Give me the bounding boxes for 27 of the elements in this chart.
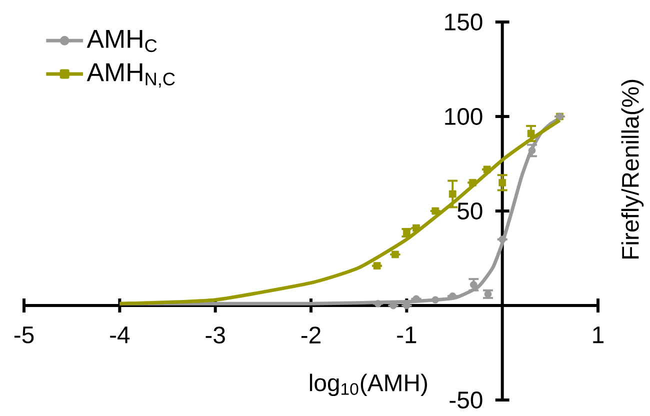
x-tick-label: -3 xyxy=(206,326,225,344)
point xyxy=(527,130,535,138)
x-tick-label: 1 xyxy=(593,326,604,344)
y-tick-label: 50 xyxy=(458,202,482,220)
point xyxy=(470,281,478,288)
y-axis-title: Firefly/Renilla(%) xyxy=(621,80,644,258)
point xyxy=(432,296,440,304)
point xyxy=(392,250,399,258)
x-tick-label: -5 xyxy=(14,326,34,344)
point xyxy=(373,262,381,270)
legend-label: AMH$_{N,C}$ xyxy=(86,63,175,88)
point xyxy=(469,178,476,186)
point xyxy=(528,146,536,154)
point xyxy=(483,166,491,174)
point xyxy=(448,190,456,198)
y-tick-label: -50 xyxy=(450,392,482,408)
x-tick-label: -2 xyxy=(301,326,320,344)
point xyxy=(432,207,440,215)
x-axis-title: log$_{10}$(AMH) xyxy=(310,374,427,396)
point xyxy=(498,236,506,244)
y-tick-label: 100 xyxy=(445,108,482,125)
point xyxy=(374,300,382,308)
legend-label: AMH$_{C}$ xyxy=(86,30,157,52)
x-tick-label: -1 xyxy=(397,326,416,344)
x-tick-label: -4 xyxy=(110,326,130,344)
y-tick-label: 150 xyxy=(445,14,482,30)
point xyxy=(498,178,506,186)
